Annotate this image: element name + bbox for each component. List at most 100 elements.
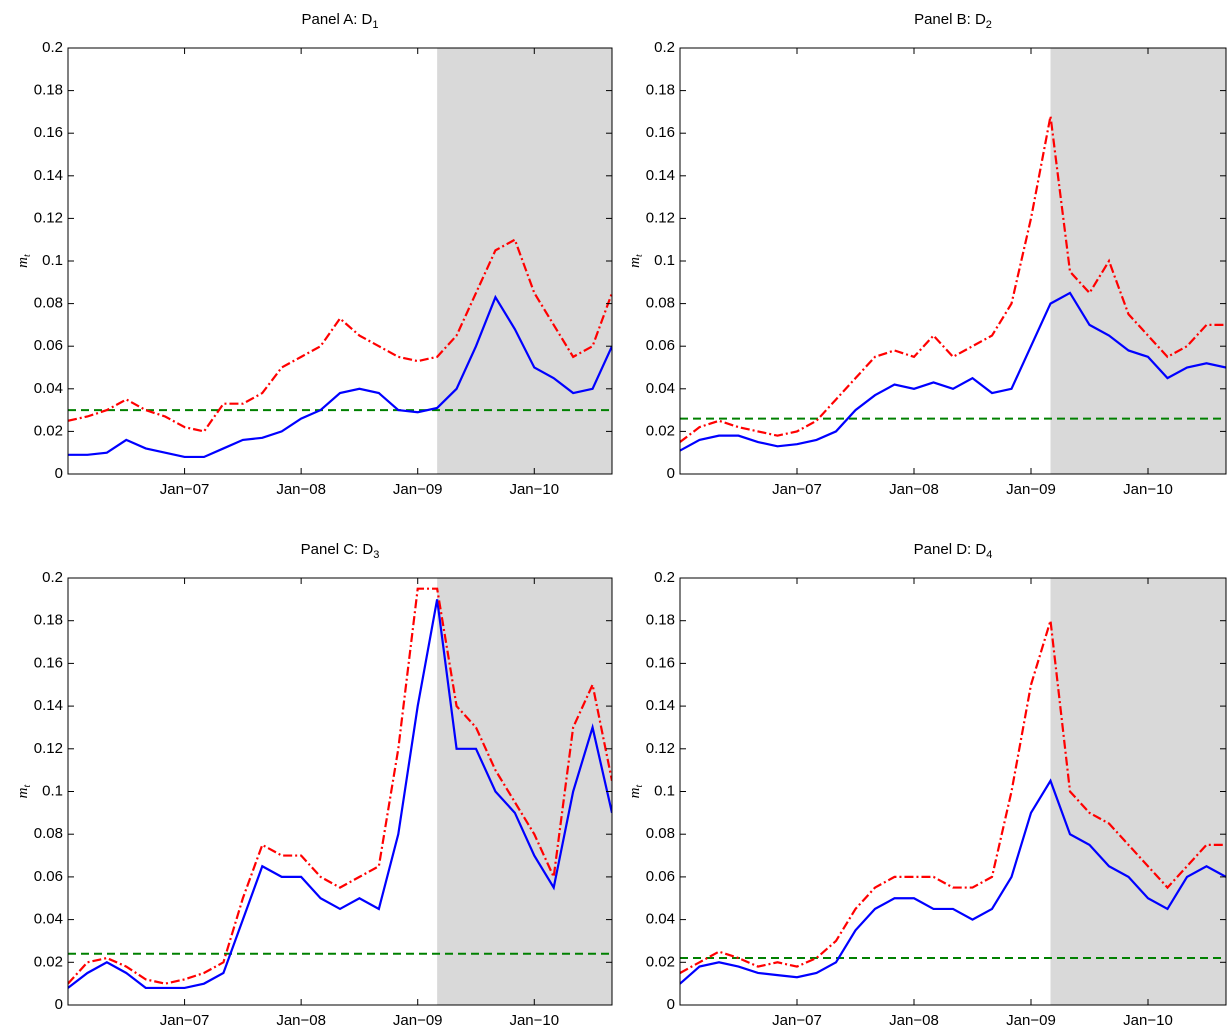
y-tick-label: 0.12 bbox=[646, 209, 675, 226]
panel-title: Panel B: D2 bbox=[914, 11, 992, 31]
title-subscript: 4 bbox=[986, 549, 992, 561]
y-tick-label: 0.2 bbox=[654, 569, 675, 586]
x-tick-label: Jan−08 bbox=[889, 1012, 939, 1029]
x-tick-label: Jan−10 bbox=[509, 1012, 559, 1029]
y-tick-label: 0.14 bbox=[34, 697, 63, 714]
series-line bbox=[68, 294, 612, 459]
title-subscript: 2 bbox=[986, 19, 992, 31]
x-tick-label: Jan−07 bbox=[160, 481, 210, 498]
y-tick-label: 0.04 bbox=[34, 380, 63, 397]
title-text: Panel B: D bbox=[914, 11, 986, 28]
y-tick-label: 0.2 bbox=[42, 39, 63, 56]
y-tick-label: 0 bbox=[55, 996, 63, 1013]
y-tick-label: 0.16 bbox=[34, 124, 63, 141]
x-tick-label: Jan−08 bbox=[276, 1012, 326, 1029]
x-tick-label: Jan−09 bbox=[1006, 1012, 1056, 1029]
y-tick-label: 0.08 bbox=[34, 295, 63, 312]
x-tick-label: Jan−09 bbox=[393, 481, 443, 498]
title-subscript: 3 bbox=[373, 549, 379, 561]
y-tick-label: 0.08 bbox=[646, 295, 675, 312]
series-line bbox=[680, 115, 1226, 443]
title-text: Panel A: D bbox=[301, 11, 372, 28]
y-tick-label: 0 bbox=[667, 465, 675, 482]
y-tick-label: 0.08 bbox=[34, 825, 63, 842]
y-tick-label: 0 bbox=[667, 996, 675, 1013]
y-tick-label: 0.12 bbox=[34, 209, 63, 226]
y-tick-label: 0.14 bbox=[646, 167, 675, 184]
x-tick-label: Jan−09 bbox=[393, 1012, 443, 1029]
y-tick-label: 0.1 bbox=[654, 782, 675, 799]
shaded-region bbox=[437, 578, 612, 1005]
series-line bbox=[68, 587, 612, 985]
y-tick-label: 0.12 bbox=[646, 740, 675, 757]
y-tick-label: 0.12 bbox=[34, 740, 63, 757]
x-tick-label: Jan−08 bbox=[276, 481, 326, 498]
y-label-subscript: t bbox=[22, 784, 33, 787]
y-tick-label: 0.14 bbox=[646, 697, 675, 714]
y-tick-label: 0.16 bbox=[646, 124, 675, 141]
y-label-subscript: t bbox=[22, 254, 33, 257]
panel-title: Panel A: D1 bbox=[301, 11, 378, 31]
x-tick-label: Jan−10 bbox=[1123, 1012, 1173, 1029]
y-tick-label: 0.06 bbox=[646, 868, 675, 885]
y-label-subscript: t bbox=[634, 254, 645, 257]
y-tick-label: 0.06 bbox=[646, 337, 675, 354]
series-line bbox=[680, 620, 1226, 974]
shaded-region bbox=[1050, 578, 1226, 1005]
y-tick-label: 0.14 bbox=[34, 167, 63, 184]
y-tick-label: 0.06 bbox=[34, 337, 63, 354]
y-tick-label: 0.2 bbox=[42, 569, 63, 586]
x-tick-label: Jan−09 bbox=[1006, 481, 1056, 498]
y-tick-label: 0.18 bbox=[34, 612, 63, 629]
panel-title: Panel C: D3 bbox=[301, 541, 380, 561]
y-tick-label: 0.04 bbox=[646, 380, 675, 397]
x-tick-label: Jan−10 bbox=[509, 481, 559, 498]
y-tick-label: 0.18 bbox=[646, 82, 675, 99]
y-axis-label: mt bbox=[15, 254, 33, 268]
y-axis-label: mt bbox=[15, 784, 33, 798]
title-subscript: 1 bbox=[372, 19, 378, 31]
shaded-region bbox=[437, 48, 612, 474]
y-axis-label: mt bbox=[627, 254, 645, 268]
x-tick-label: Jan−08 bbox=[889, 481, 939, 498]
y-tick-label: 0 bbox=[55, 465, 63, 482]
panel: Panel B: D2 mt 0 0.02 0.04 0.06 0.08 0.1 0.12 0.1… bbox=[627, 11, 1227, 498]
y-tick-label: 0.02 bbox=[34, 422, 63, 439]
y-tick-label: 0.04 bbox=[646, 911, 675, 928]
y-tick-label: 0.02 bbox=[646, 953, 675, 970]
x-tick-label: Jan−07 bbox=[772, 1012, 822, 1029]
y-tick-label: 0.08 bbox=[646, 825, 675, 842]
y-tick-label: 0.16 bbox=[646, 654, 675, 671]
x-tick-label: Jan−10 bbox=[1123, 481, 1173, 498]
shaded-region bbox=[1050, 48, 1226, 474]
panel-title: Panel D: D4 bbox=[914, 541, 993, 561]
y-label-subscript: t bbox=[634, 784, 645, 787]
title-text: Panel C: D bbox=[301, 541, 374, 558]
series-line bbox=[68, 238, 612, 433]
y-axis-label: mt bbox=[627, 784, 645, 798]
title-text: Panel D: D bbox=[914, 541, 987, 558]
y-tick-label: 0.02 bbox=[34, 953, 63, 970]
series-line bbox=[680, 291, 1226, 452]
y-tick-label: 0.02 bbox=[646, 422, 675, 439]
y-tick-label: 0.1 bbox=[42, 782, 63, 799]
y-tick-label: 0.06 bbox=[34, 868, 63, 885]
y-tick-label: 0.18 bbox=[646, 612, 675, 629]
y-label-text: m bbox=[627, 787, 643, 798]
panel: Panel C: D3 mt 0 0.02 0.04 0.06 0.08 0.1 0.12 0.1… bbox=[15, 541, 613, 1029]
y-label-text: m bbox=[15, 787, 31, 798]
y-label-text: m bbox=[627, 257, 643, 268]
panel: Panel D: D4 mt 0 0.02 0.04 0.06 0.08 0.1 0.12 0.1… bbox=[627, 541, 1227, 1029]
series-line bbox=[680, 778, 1226, 985]
y-tick-label: 0.16 bbox=[34, 654, 63, 671]
y-tick-label: 0.1 bbox=[654, 252, 675, 269]
x-tick-label: Jan−07 bbox=[160, 1012, 210, 1029]
y-tick-label: 0.18 bbox=[34, 82, 63, 99]
y-label-text: m bbox=[15, 257, 31, 268]
y-tick-label: 0.04 bbox=[34, 911, 63, 928]
series-line bbox=[68, 599, 612, 990]
y-tick-label: 0.2 bbox=[654, 39, 675, 56]
x-tick-label: Jan−07 bbox=[772, 481, 822, 498]
panel: Panel A: D1 mt 0 0.02 0.04 0.06 0.08 0.1 0.12 0.1… bbox=[15, 11, 613, 498]
